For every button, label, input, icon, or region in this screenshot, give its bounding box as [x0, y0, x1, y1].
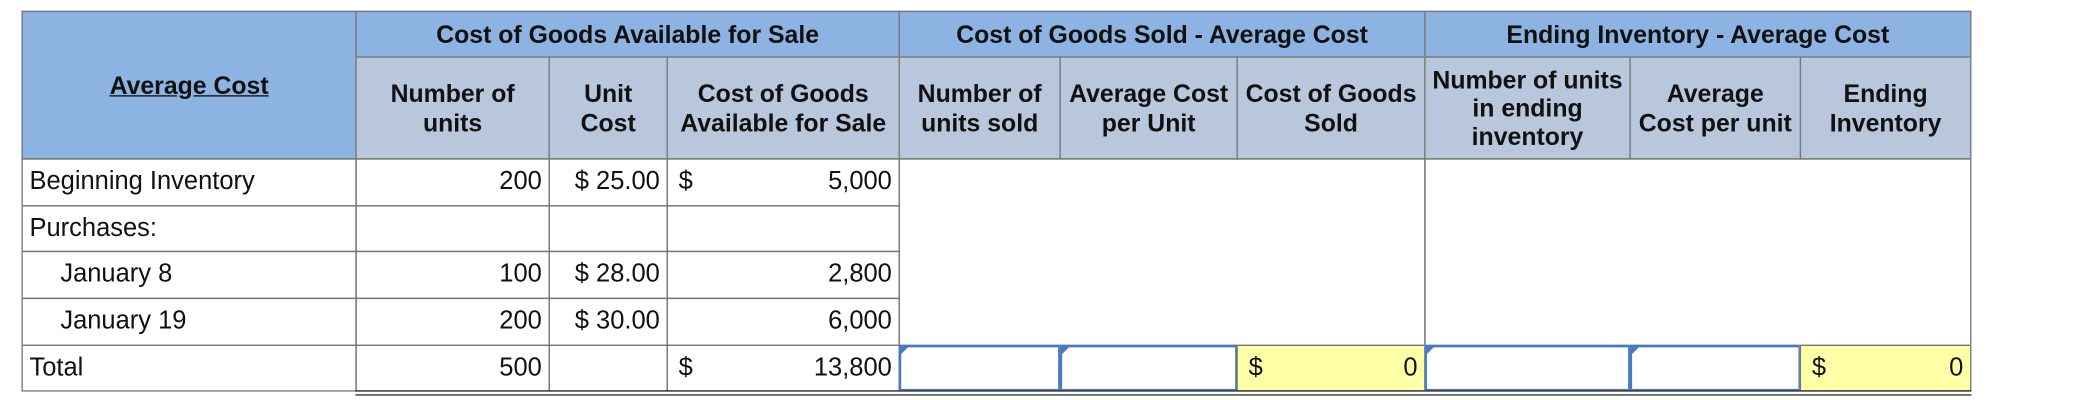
group-header: Ending Inventory - Average Cost [1424, 10, 1972, 58]
row-label: Total [21, 344, 357, 392]
column-header: Average Cost per unit [1629, 56, 1802, 160]
column-header-text: Cost of Goods Sold [1245, 79, 1417, 137]
empty-area [898, 158, 1426, 347]
units-cell-text: 200 [499, 307, 542, 336]
cost-cell-text: 13,800 [813, 353, 892, 382]
units-cell-text: 100 [499, 260, 542, 289]
unit-cost-cell-text: $ 28.00 [574, 260, 660, 289]
units-cell: 500 [355, 344, 550, 392]
cost-cell [666, 205, 900, 253]
row-label-text: Purchases: [29, 214, 157, 243]
cogs-total: 0 $ [1236, 344, 1426, 392]
cost-cell: 6,000 [666, 297, 900, 347]
row-label: Beginning Inventory [21, 158, 357, 207]
corner-header-text: Average Cost [109, 71, 269, 100]
group-header-text: Cost of Goods Sold - Average Cost [956, 19, 1368, 49]
column-header: Number of units [355, 56, 550, 160]
units-cell-text: 200 [499, 167, 542, 196]
currency-sign: $ [678, 167, 693, 196]
cost-cell-text: 5,000 [828, 167, 892, 196]
group-header-text: Ending Inventory - Average Cost [1506, 19, 1890, 49]
column-header-text: Cost of Goods Available for Sale [680, 79, 887, 137]
column-header: Number of units sold [898, 56, 1061, 160]
row-label: January 8 [21, 250, 357, 300]
ending-total: 0 $ [1799, 344, 1972, 392]
unit-cost-cell: $ 30.00 [548, 297, 668, 347]
empty-area [1424, 158, 1972, 347]
column-header-text: Number of units in ending inventory [1432, 65, 1623, 151]
column-header-text: Unit Cost [580, 79, 636, 137]
cost-cell-text: 6,000 [828, 307, 892, 336]
input-units-ending[interactable] [1424, 344, 1631, 392]
currency-sign: $ [1811, 353, 1827, 382]
row-label: January 19 [21, 297, 357, 347]
row-label-text: Total [29, 353, 84, 382]
row-label-text: January 8 [60, 260, 173, 289]
column-header-text: Average Cost per unit [1638, 79, 1792, 137]
column-header: Number of units in ending inventory [1424, 56, 1631, 160]
column-header: Cost of Goods Sold [1236, 56, 1426, 160]
column-header-text: Ending Inventory [1829, 79, 1942, 137]
corner-header: Average Cost [21, 10, 357, 160]
units-cell: 200 [355, 158, 550, 207]
column-header: Cost of Goods Available for Sale [666, 56, 900, 160]
units-cell: 200 [355, 297, 550, 347]
column-header: Ending Inventory [1799, 56, 1972, 160]
group-header: Cost of Goods Available for Sale [355, 10, 900, 58]
group-header-text: Cost of Goods Available for Sale [436, 19, 820, 49]
row-label-text: January 19 [60, 307, 187, 336]
column-header: Unit Cost [548, 56, 668, 160]
ending-total-text: 0 [1949, 353, 1964, 382]
unit-cost-cell-text: $ 25.00 [574, 167, 660, 196]
unit-cost-cell-text: $ 30.00 [574, 307, 660, 336]
cost-cell-text: 2,800 [828, 260, 892, 289]
units-cell: 100 [355, 250, 550, 300]
input-avg-cost-ending[interactable] [1629, 344, 1802, 392]
currency-sign: $ [678, 353, 693, 382]
cogs-total-text: 0 [1403, 353, 1418, 382]
currency-sign: $ [1248, 353, 1263, 382]
group-header: Cost of Goods Sold - Average Cost [898, 10, 1426, 58]
column-header: Average Cost per Unit [1059, 56, 1238, 160]
row-label: Purchases: [21, 205, 357, 253]
unit-cost-cell [548, 205, 668, 253]
units-cell-text: 500 [499, 353, 542, 382]
unit-cost-cell: $ 25.00 [548, 158, 668, 207]
units-cell [355, 205, 550, 253]
column-header-text: Average Cost per Unit [1069, 79, 1229, 137]
unit-cost-cell: $ 28.00 [548, 250, 668, 300]
cost-cell: 2,800 [666, 250, 900, 300]
row-label-text: Beginning Inventory [29, 167, 255, 196]
column-header-text: Number of units sold [917, 79, 1042, 137]
cost-cell: 13,800 $ [666, 344, 900, 392]
unit-cost-cell [548, 344, 668, 392]
column-header-text: Number of units [390, 79, 515, 137]
input-units-sold[interactable] [898, 344, 1061, 392]
input-avg-cost[interactable] [1059, 344, 1238, 392]
cost-cell: 5,000 $ [666, 158, 900, 207]
double-underline [355, 390, 1972, 396]
